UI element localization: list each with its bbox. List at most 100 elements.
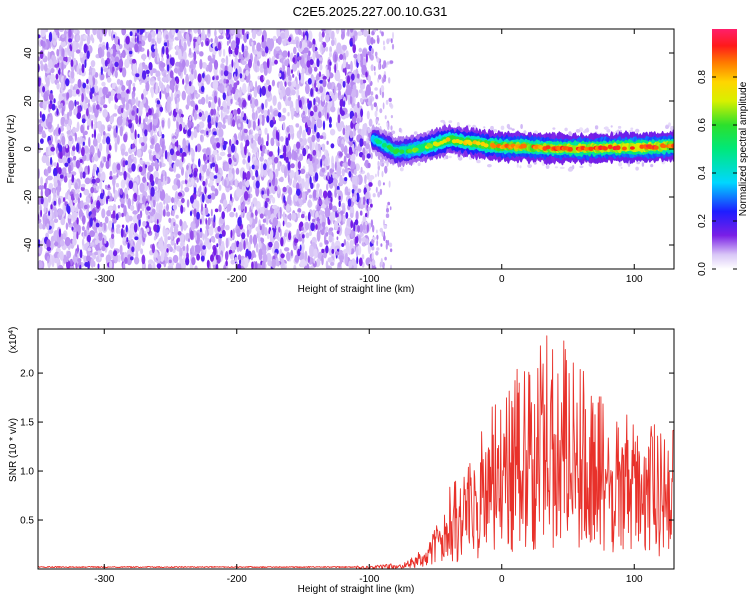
spectrogram-noise-cell — [223, 78, 227, 84]
spectrogram-noise-cell — [276, 29, 281, 38]
spectrogram-noise-cell — [150, 138, 155, 145]
spectrogram-noise-cell — [128, 180, 134, 190]
spectrogram-noise-cell — [51, 258, 55, 268]
spectrogram-noise-cell — [164, 233, 168, 245]
spectrogram-noise-cell — [186, 94, 191, 107]
spectrogram-noise-cell — [147, 165, 154, 172]
spectrogram-noise-cell — [242, 99, 247, 108]
spectrogram-noise-cell — [212, 108, 217, 116]
spectrogram-noise-cell — [310, 88, 314, 97]
spectrogram-noise-cell — [349, 130, 354, 139]
spectrogram-noise-cell — [68, 135, 73, 142]
spectrogram-noise-cell — [203, 153, 207, 162]
spectrogram-noise-cell — [301, 246, 305, 254]
spectrogram-noise-cell — [254, 261, 258, 269]
spectrogram-noise-cell — [336, 213, 339, 218]
spectrogram-noise-cell — [129, 31, 133, 36]
spectrogram-noise-cell — [142, 264, 145, 268]
spectrogram-noise-cell — [274, 185, 278, 192]
spectrogram-noise-cell — [165, 88, 169, 93]
spectrogram-noise-cell — [312, 43, 316, 53]
spectrogram-noise-cell — [334, 63, 337, 74]
spectrogram-noise-cell — [110, 48, 113, 55]
spectrogram-noise-cell — [390, 115, 393, 119]
spectrogram-noise-cell — [89, 91, 93, 100]
spectrogram-noise-cell — [392, 31, 394, 40]
spectrogram-noise-cell — [304, 250, 308, 262]
spectrogram-noise-cell — [263, 193, 268, 200]
spectrogram-noise-cell — [293, 46, 297, 55]
spectrogram-noise-cell — [267, 109, 270, 116]
spectrogram-noise-cell — [99, 107, 102, 112]
spectrogram-noise-cell — [91, 37, 95, 44]
spectrogram-noise-cell — [121, 224, 125, 229]
spectrogram-noise-cell — [413, 131, 418, 135]
spectrogram-noise-cell — [224, 179, 227, 188]
spectrogram-noise-cell — [230, 229, 233, 239]
spectrogram-noise-cell — [184, 178, 188, 185]
spectrogram-noise-cell — [166, 203, 169, 212]
spectrogram-noise-cell — [307, 119, 312, 127]
spectrogram-noise-cell — [309, 246, 315, 258]
spectrogram-noise-cell — [335, 29, 340, 35]
spectrogram-noise-cell — [349, 40, 353, 47]
spectrogram-noise-cell — [352, 143, 355, 153]
spectrogram-noise-cell — [121, 107, 124, 114]
spectrogram-noise-cell — [370, 37, 374, 45]
spectrogram-noise-cell — [321, 143, 326, 152]
spectrogram-noise-cell — [269, 182, 271, 187]
spectrogram-noise-cell — [62, 93, 66, 97]
spectrogram-noise-cell — [74, 99, 77, 107]
spectrogram-noise-cell — [193, 60, 198, 65]
spectrogram-noise-cell — [164, 251, 167, 262]
spectrogram-noise-cell — [198, 112, 202, 118]
spectrogram-noise-cell — [193, 216, 196, 225]
spectrogram-noise-cell — [136, 96, 138, 103]
spectrogram-noise-cell — [327, 171, 330, 180]
spectrogram-noise-cell — [235, 167, 240, 175]
spectrogram-noise-cell — [148, 108, 152, 116]
spectrogram-noise-cell — [161, 140, 165, 151]
spectrogram-noise-cell — [210, 185, 215, 192]
spectrogram-noise-cell — [255, 226, 261, 232]
spectrogram-noise-cell — [313, 105, 318, 113]
spectrogram-noise-cell — [311, 134, 316, 143]
spectrogram-noise-cell — [216, 182, 219, 187]
spectrogram-noise-cell — [76, 65, 79, 75]
spectrogram-noise-cell — [367, 162, 371, 169]
spectrogram-noise-cell — [166, 195, 172, 203]
spectrogram-noise-cell — [68, 164, 72, 174]
spectrogram-noise-cell — [369, 198, 373, 204]
spectrogram-noise-cell — [151, 50, 156, 59]
spectrogram-noise-cell — [112, 210, 116, 219]
spectrogram-noise-cell — [382, 264, 385, 269]
spectrogram-noise-cell — [372, 236, 376, 241]
spectrogram-noise-cell — [60, 40, 66, 48]
spectrogram-noise-cell — [98, 231, 103, 241]
spectrogram-noise-cell — [136, 148, 142, 158]
spectrogram-noise-cell — [114, 103, 117, 110]
spectrogram-noise-cell — [184, 186, 190, 193]
spectrogram-noise-cell — [235, 139, 239, 146]
spectrogram-noise-cell — [564, 127, 568, 132]
spectrogram-noise-cell — [359, 84, 365, 90]
spectrogram-noise-cell — [362, 196, 366, 206]
spectrogram-noise-cell — [221, 229, 226, 237]
spectrogram-noise-cell — [314, 172, 319, 182]
spectrogram-noise-cell — [169, 70, 174, 79]
spectrogram-noise-cell — [583, 130, 587, 134]
spectrogram-noise-cell — [91, 156, 95, 163]
spectrogram-noise-cell — [83, 204, 88, 210]
spectrogram-noise-cell — [318, 57, 323, 61]
spectrogram-noise-cell — [65, 222, 69, 230]
spectrogram-noise-cell — [282, 152, 286, 157]
spectrogram-noise-cell — [317, 97, 321, 105]
spectrogram-noise-cell — [116, 135, 120, 145]
spectrogram-noise-cell — [269, 38, 275, 50]
spectrogram-noise-cell — [268, 49, 271, 55]
spectrogram-noise-cell — [316, 229, 321, 242]
spectrogram-noise-cell — [56, 162, 59, 171]
spectrogram-noise-cell — [185, 33, 190, 41]
spectrogram-noise-cell — [275, 46, 281, 51]
spectrogram-noise-cell — [216, 152, 220, 162]
